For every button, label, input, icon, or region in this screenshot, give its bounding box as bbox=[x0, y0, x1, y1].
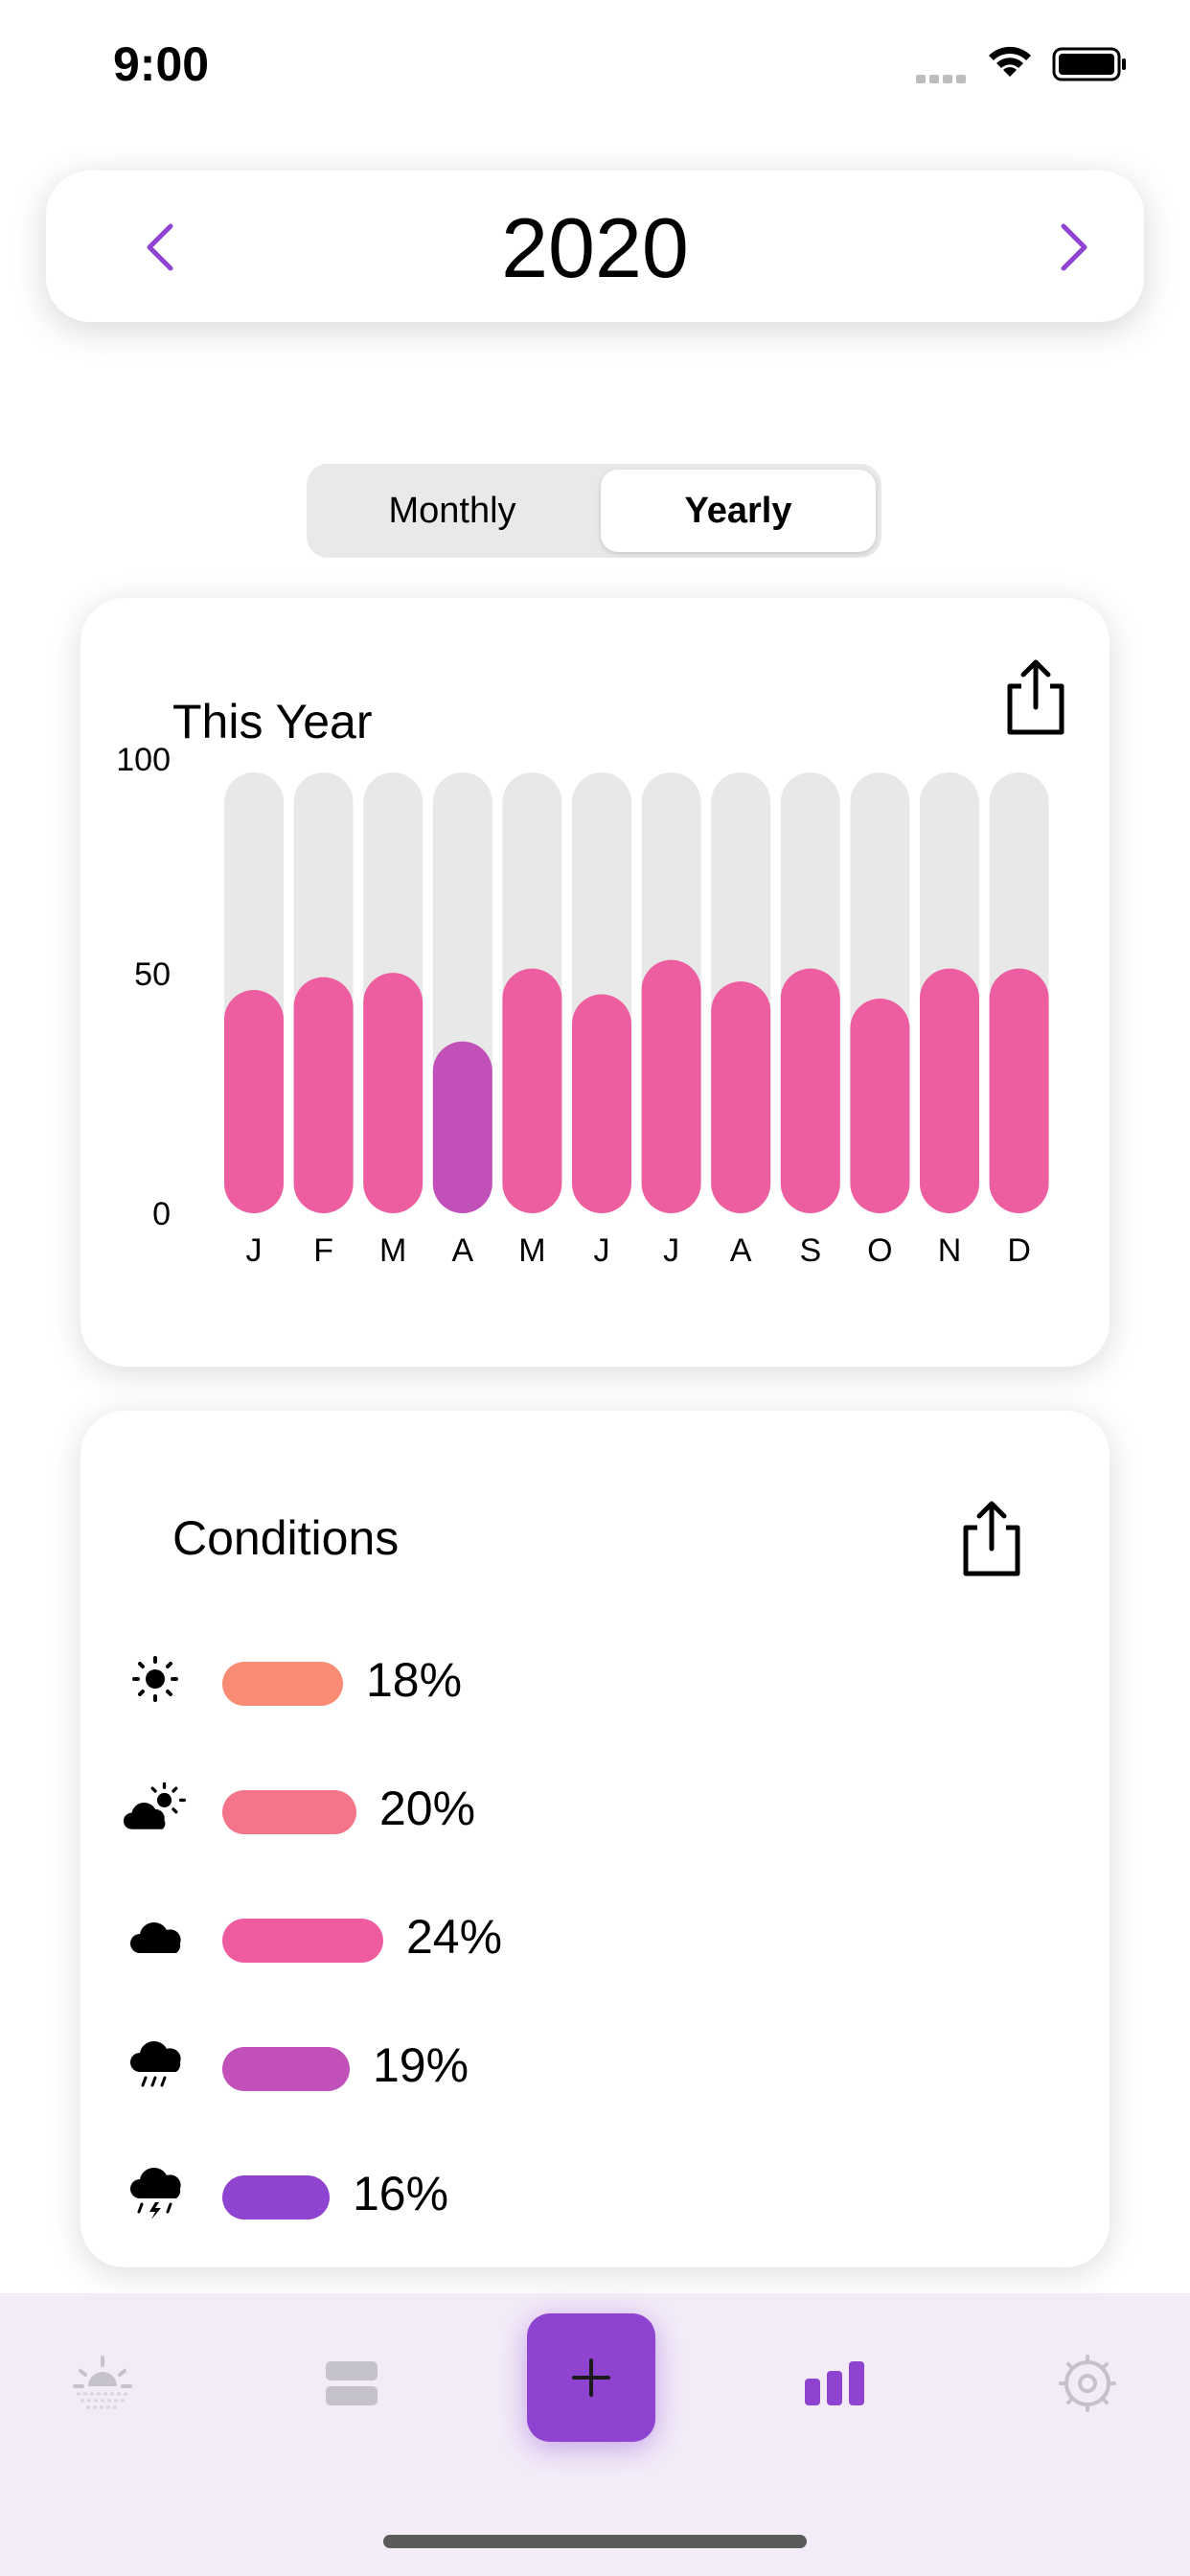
year-selector: 2020 bbox=[46, 171, 1144, 322]
condition-percent: 16% bbox=[353, 2167, 449, 2220]
year-chart-card: This Year 100 50 0 J F M A M J J A S O N D bbox=[80, 598, 1110, 1367]
segment-yearly[interactable]: Yearly bbox=[601, 470, 876, 552]
period-segmented-control: Monthly Yearly bbox=[307, 464, 881, 558]
bar-0[interactable] bbox=[224, 990, 284, 1213]
bar-1[interactable] bbox=[293, 977, 354, 1213]
x-tick-label: F bbox=[313, 1232, 333, 1269]
conditions-card: Conditions 18% bbox=[80, 1411, 1110, 2267]
bar-11[interactable] bbox=[989, 968, 1049, 1213]
thunderstorm-icon bbox=[130, 2167, 181, 2220]
bar-8[interactable] bbox=[780, 968, 840, 1213]
share-icon[interactable] bbox=[1002, 657, 1069, 738]
rain-icon bbox=[130, 2040, 181, 2087]
sunrise-icon[interactable] bbox=[73, 2352, 132, 2411]
partly-cloudy-icon bbox=[123, 1782, 186, 1829]
condition-percent: 19% bbox=[373, 2038, 469, 2092]
x-tick-label: M bbox=[379, 1232, 406, 1269]
x-tick-label: O bbox=[867, 1232, 892, 1269]
bar-9[interactable] bbox=[850, 999, 910, 1213]
home-indicator bbox=[383, 2535, 807, 2548]
stats-icon[interactable] bbox=[803, 2359, 866, 2407]
bar-10[interactable] bbox=[920, 968, 979, 1213]
x-tick-label: J bbox=[246, 1232, 263, 1269]
x-tick-label: S bbox=[799, 1232, 821, 1269]
x-tick-label: A bbox=[730, 1232, 752, 1269]
y-tick-label: 100 bbox=[116, 742, 171, 778]
bar-2[interactable] bbox=[363, 973, 423, 1213]
segment-monthly[interactable]: Monthly bbox=[388, 491, 516, 531]
condition-bar bbox=[222, 2047, 350, 2091]
list-icon[interactable] bbox=[324, 2359, 379, 2407]
cellular-signal-icon bbox=[916, 71, 970, 88]
battery-icon bbox=[1052, 47, 1126, 81]
chart-title: This Year bbox=[172, 695, 373, 748]
x-tick-label: A bbox=[451, 1232, 473, 1269]
plus-icon bbox=[572, 2358, 610, 2397]
x-tick-label: D bbox=[1007, 1232, 1031, 1269]
y-tick-label: 0 bbox=[152, 1196, 171, 1232]
x-tick-label: M bbox=[518, 1232, 545, 1269]
condition-bar bbox=[222, 1662, 343, 1706]
year-title: 2020 bbox=[501, 200, 689, 295]
y-tick-label: 50 bbox=[134, 956, 171, 993]
bar-5[interactable] bbox=[572, 994, 631, 1213]
monthly-bar-chart: 100 50 0 J F M A M J J A S O N D bbox=[116, 742, 1049, 1269]
share-icon[interactable] bbox=[958, 1499, 1025, 1579]
x-tick-label: J bbox=[594, 1232, 610, 1269]
settings-icon[interactable] bbox=[1058, 2354, 1117, 2413]
condition-percent: 20% bbox=[379, 1782, 476, 1835]
bar-4[interactable] bbox=[502, 968, 562, 1213]
bar-7[interactable] bbox=[711, 981, 771, 1213]
cloud-icon bbox=[130, 1921, 181, 1953]
conditions-title: Conditions bbox=[172, 1511, 400, 1565]
condition-percent: 18% bbox=[366, 1653, 463, 1707]
bar-3[interactable] bbox=[432, 1041, 492, 1213]
condition-bar bbox=[222, 1919, 383, 1963]
condition-bar bbox=[222, 1790, 356, 1834]
x-tick-label: J bbox=[663, 1232, 679, 1269]
chevron-left-icon[interactable] bbox=[142, 220, 180, 274]
wifi-icon bbox=[989, 46, 1031, 77]
bar-6[interactable] bbox=[641, 959, 701, 1213]
add-entry-button[interactable] bbox=[527, 2313, 655, 2442]
condition-percent: 24% bbox=[406, 1910, 503, 1964]
status-time: 9:00 bbox=[113, 37, 210, 91]
chevron-right-icon[interactable] bbox=[1054, 220, 1092, 274]
sun-icon bbox=[132, 1656, 178, 1702]
x-tick-label: N bbox=[938, 1232, 962, 1269]
condition-bar bbox=[222, 2175, 330, 2220]
